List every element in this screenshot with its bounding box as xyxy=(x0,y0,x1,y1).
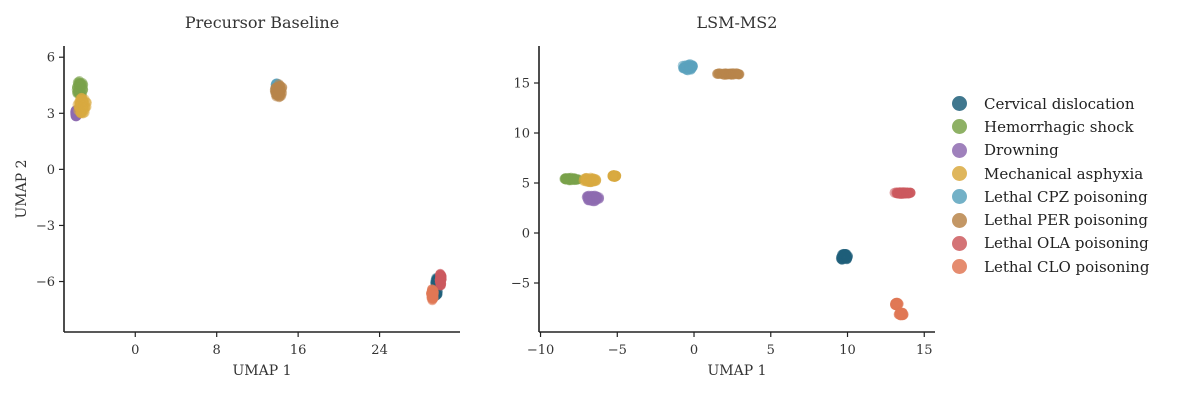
y-axis-label: UMAP 2 xyxy=(14,159,30,218)
y-tick-label: 5 xyxy=(522,177,530,192)
data-point xyxy=(591,191,602,202)
chart-title: Precursor Baseline xyxy=(185,13,339,32)
legend-label: Lethal CPZ poisoning xyxy=(984,187,1148,206)
y-tick-label: −3 xyxy=(36,219,55,234)
data-point xyxy=(683,60,693,71)
data-point xyxy=(435,280,446,291)
data-point xyxy=(560,174,571,185)
data-point xyxy=(608,170,619,181)
x-tick-label: 24 xyxy=(371,343,388,358)
x-tick-label: 8 xyxy=(213,343,221,358)
x-axis-label: UMAP 1 xyxy=(232,363,291,379)
y-tick-label: −6 xyxy=(36,275,55,290)
x-axis-label: UMAP 1 xyxy=(707,363,766,379)
panel-2: LSM-MS2 −10 −5 0 5 10 15 15 10 5 0 −5 UMAP 1 xyxy=(511,13,935,379)
legend-label: Cervical dislocation xyxy=(984,94,1135,113)
data-point xyxy=(890,300,901,311)
legend-marker-icon xyxy=(952,212,967,228)
x-tick-label: 5 xyxy=(767,343,775,358)
data-point xyxy=(901,187,912,198)
y-tick-label: 0 xyxy=(47,163,55,178)
scatter-points xyxy=(70,76,447,306)
data-point xyxy=(718,68,729,79)
legend-item: Lethal CPZ poisoning xyxy=(952,185,1149,208)
legend-marker-icon xyxy=(952,96,967,112)
legend-item: Lethal CLO poisoning xyxy=(952,255,1149,278)
legend-label: Lethal OLA poisoning xyxy=(984,234,1149,253)
x-tick-label: −5 xyxy=(608,343,627,358)
y-tick-label: 6 xyxy=(47,51,55,66)
data-point xyxy=(80,102,90,113)
data-point xyxy=(591,174,602,185)
data-point xyxy=(436,271,447,282)
data-point xyxy=(73,79,84,90)
legend-marker-icon xyxy=(952,142,967,158)
data-point xyxy=(842,251,852,262)
x-tick-label: 16 xyxy=(290,343,307,358)
legend-marker-icon xyxy=(952,119,967,135)
y-tick-label: −5 xyxy=(511,277,530,292)
scatter-points xyxy=(559,59,916,321)
x-tick-label: 15 xyxy=(916,343,933,358)
legend: Cervical dislocation Hemorrhagic shock Dro… xyxy=(952,92,1149,278)
data-point xyxy=(896,309,906,320)
legend-marker-icon xyxy=(952,235,967,251)
legend-item: Hemorrhagic shock xyxy=(952,115,1149,138)
legend-item: Lethal OLA poisoning xyxy=(952,232,1149,255)
chart-title: LSM-MS2 xyxy=(697,13,778,32)
data-point xyxy=(273,87,284,98)
y-tick-label: 10 xyxy=(513,127,530,142)
legend-marker-icon xyxy=(952,166,967,182)
legend-item: Drowning xyxy=(952,139,1149,162)
legend-item: Mechanical asphyxia xyxy=(952,162,1149,185)
data-point xyxy=(581,175,592,186)
legend-label: Lethal CLO poisoning xyxy=(984,257,1150,276)
x-tick-label: 10 xyxy=(839,343,856,358)
legend-label: Hemorrhagic shock xyxy=(984,117,1134,136)
panel-1: Precursor Baseline 0 8 16 24 6 3 0 −3 −6 UMAP 1 UMA… xyxy=(14,13,460,379)
y-tick-label: 0 xyxy=(522,227,530,242)
legend-label: Mechanical asphyxia xyxy=(984,164,1144,183)
x-tick-label: 0 xyxy=(690,343,698,358)
legend-marker-icon xyxy=(952,259,967,275)
y-tick-label: 15 xyxy=(513,77,530,92)
x-tick-label: 0 xyxy=(131,343,139,358)
legend-item: Lethal PER poisoning xyxy=(952,208,1149,231)
legend-marker-icon xyxy=(952,189,967,205)
legend-label: Lethal PER poisoning xyxy=(984,211,1149,230)
y-tick-label: 3 xyxy=(47,107,55,122)
legend-item: Cervical dislocation xyxy=(952,92,1149,115)
data-point xyxy=(426,290,437,300)
data-point xyxy=(731,69,742,80)
legend-label: Drowning xyxy=(984,141,1059,160)
x-tick-label: −10 xyxy=(527,343,554,358)
